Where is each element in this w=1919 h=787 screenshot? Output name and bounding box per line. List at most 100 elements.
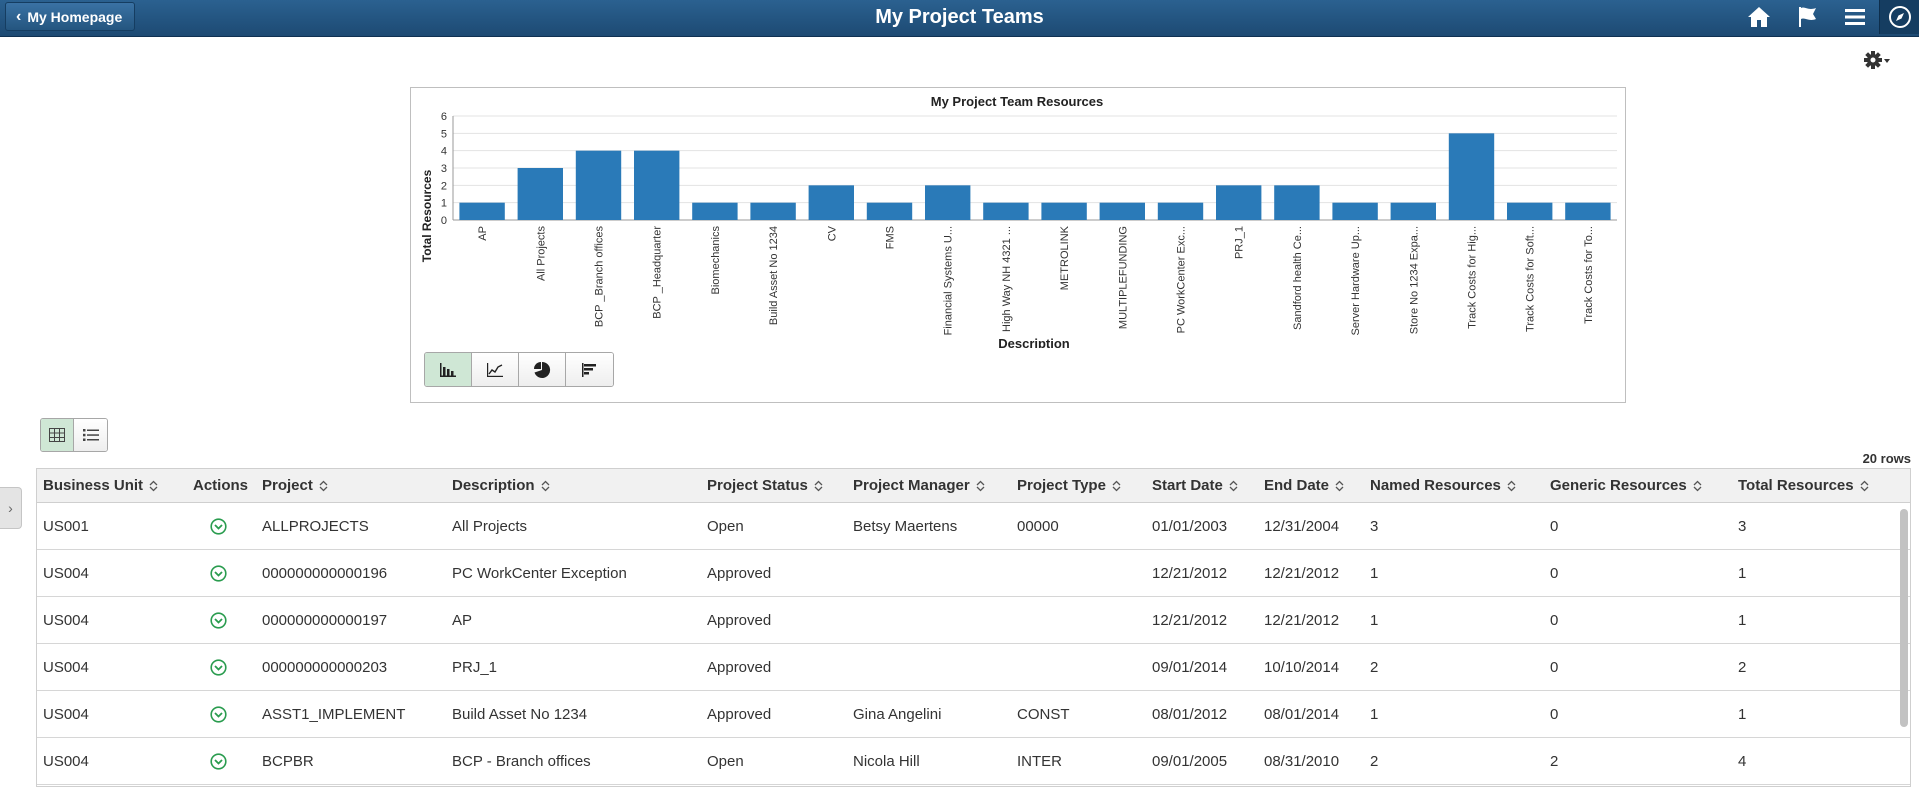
bar-11[interactable] [1099,202,1145,220]
list-view-button[interactable] [74,419,107,451]
bar-5[interactable] [750,202,796,220]
y-axis-label: Total Resources [420,169,434,262]
project-status-cell: Open [707,518,744,535]
sort-icon[interactable] [1860,480,1869,492]
x-tick-label: Track Costs for Hig... [1467,226,1479,329]
bar-9[interactable] [983,202,1029,220]
grid-view-icon [49,428,65,442]
x-tick-label: PC WorkCenter Exc... [1176,226,1188,333]
bar-0[interactable] [459,202,505,220]
column-header-label: End Date [1264,477,1330,494]
menu-icon[interactable] [1831,0,1879,34]
description-cell: PC WorkCenter Exception [452,565,627,582]
bar-14[interactable] [1274,185,1320,220]
bar-17[interactable] [1448,133,1495,220]
column-header-project[interactable]: Project [262,469,328,503]
bar-19[interactable] [1565,202,1611,220]
project-status-cell: Approved [707,659,772,676]
sort-icon[interactable] [1229,480,1238,492]
project-cell: BCPBR [262,753,314,770]
settings-gear-icon[interactable] [1862,48,1892,72]
bar-13[interactable] [1216,185,1262,220]
end-date-cell: 12/21/2012 [1264,565,1340,582]
bar-16[interactable] [1390,202,1436,220]
horizontal-bar-button[interactable] [566,353,613,386]
row-actions-chevron-icon[interactable] [210,706,227,723]
total-resources-cell: 2 [1738,659,1747,676]
column-header-end-date[interactable]: End Date [1264,469,1344,503]
bar-18[interactable] [1507,202,1553,220]
column-header-generic-resources[interactable]: Generic Resources [1550,469,1702,503]
sort-icon[interactable] [1507,480,1516,492]
column-header-project-manager[interactable]: Project Manager [853,469,985,503]
pie-chart-button[interactable] [519,353,566,386]
bar-chart-button[interactable] [425,353,472,386]
business-unit-cell: US004 [43,612,89,629]
named-resources-cell: 3 [1370,518,1379,535]
named-resources-cell: 1 [1370,706,1379,723]
x-tick-label: Build Asset No 1234 [768,226,780,325]
sort-icon[interactable] [1112,480,1121,492]
row-actions-chevron-icon[interactable] [210,518,227,535]
chart-title: My Project Team Resources [931,94,1103,109]
bar-1[interactable] [517,168,563,220]
project-type-cell: 00000 [1017,518,1059,535]
generic-resources-cell: 0 [1550,518,1559,535]
home-icon[interactable] [1735,0,1783,34]
bar-3[interactable] [634,150,680,220]
x-tick-label: MULTIPLEFUNDING [1117,226,1129,329]
bar-10[interactable] [1041,202,1087,220]
named-resources-cell: 2 [1370,753,1379,770]
bar-2[interactable] [575,150,622,220]
grid-view-button[interactable] [41,419,74,451]
start-date-cell: 08/01/2012 [1152,706,1228,723]
sort-icon[interactable] [1693,480,1702,492]
column-header-label: Project [262,477,313,494]
x-tick-label: CV [826,225,838,241]
bar-7[interactable] [866,202,913,220]
table-row[interactable]: US004 000000000000196 PC WorkCenter Except… [37,550,1910,597]
y-tick-label: 5 [441,128,447,140]
bar-4[interactable] [692,202,738,220]
column-header-project-type[interactable]: Project Type [1017,469,1121,503]
vertical-scrollbar[interactable] [1900,509,1908,727]
side-panel-toggle[interactable]: › [0,487,22,529]
flag-icon[interactable] [1783,0,1831,34]
back-to-homepage-button[interactable]: ‹ My Homepage [5,2,136,31]
column-header-project-status[interactable]: Project Status [707,469,823,503]
sort-icon[interactable] [541,480,550,492]
generic-resources-cell: 2 [1550,753,1559,770]
project-cell: ASST1_IMPLEMENT [262,706,406,723]
row-actions-chevron-icon[interactable] [210,753,227,770]
bar-15[interactable] [1332,202,1378,220]
bar-8[interactable] [925,185,971,220]
sort-icon[interactable] [976,480,985,492]
table-row[interactable]: US004 000000000000197 AP Approved 12/21/2012… [37,597,1910,644]
row-actions-chevron-icon[interactable] [210,565,227,582]
sort-icon[interactable] [319,480,328,492]
column-header-total-resources[interactable]: Total Resources [1738,469,1869,503]
bar-chart-icon [440,362,456,377]
row-actions-chevron-icon[interactable] [210,659,227,676]
x-tick-label: High Way NH 4321 ... [1001,226,1013,332]
navbar-compass-icon[interactable] [1879,0,1919,34]
table-row[interactable]: US004 ASST1_IMPLEMENT Build Asset No 1234 A… [37,691,1910,738]
column-header-named-resources[interactable]: Named Resources [1370,469,1516,503]
project-manager-cell: Betsy Maertens [853,518,958,535]
sort-icon[interactable] [814,480,823,492]
column-header-description[interactable]: Description [452,469,550,503]
table-row[interactable]: US004 000000000000203 PRJ_1 Approved 09/01/2… [37,644,1910,691]
sort-icon[interactable] [149,480,158,492]
bar-12[interactable] [1157,202,1204,220]
table-row[interactable]: US004 BCPBR BCP - Branch offices Open Nicola… [37,738,1910,785]
line-chart-button[interactable] [472,353,519,386]
column-header-business-unit[interactable]: Business Unit [43,469,158,503]
column-header-start-date[interactable]: Start Date [1152,469,1238,503]
table-row[interactable]: US001 ALLPROJECTS All Projects Open Betsy Ma… [37,503,1910,550]
x-tick-label: AP [477,226,489,241]
project-type-cell: INTER [1017,753,1062,770]
generic-resources-cell: 0 [1550,706,1559,723]
bar-6[interactable] [808,185,854,220]
row-actions-chevron-icon[interactable] [210,612,227,629]
sort-icon[interactable] [1335,480,1344,492]
